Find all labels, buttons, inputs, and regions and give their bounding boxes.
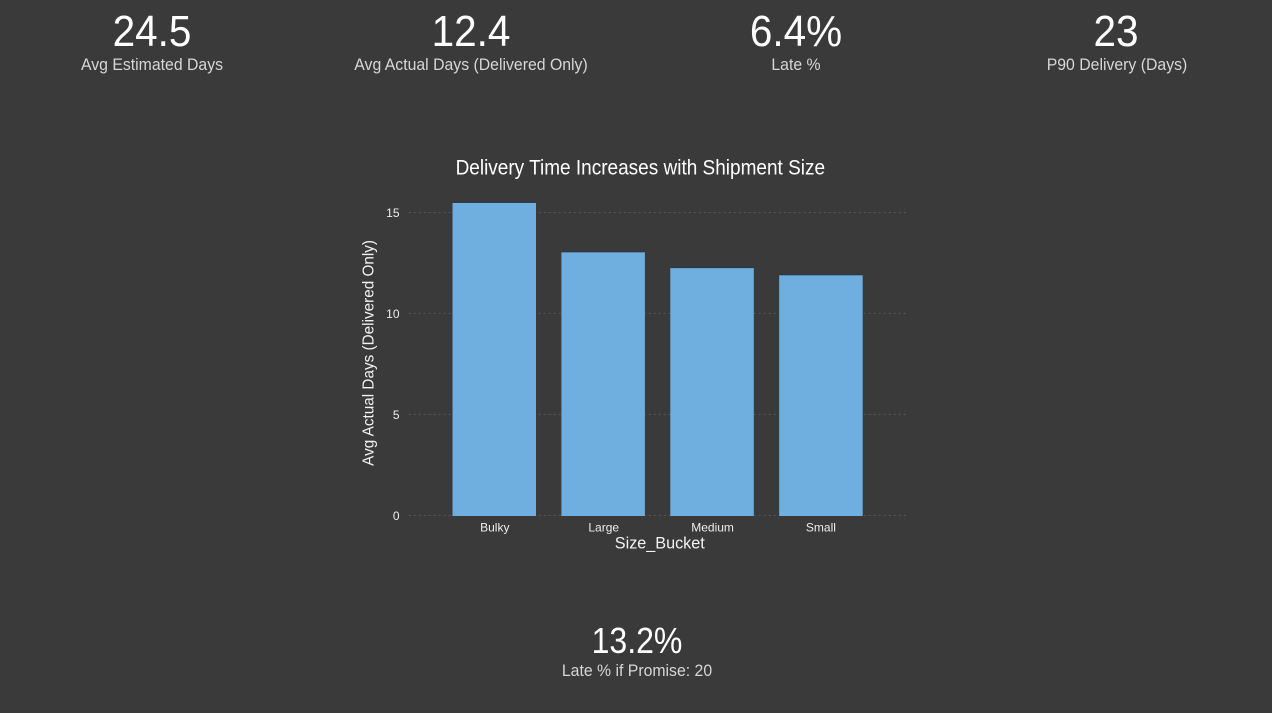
svg-text:5: 5 <box>393 408 400 422</box>
svg-text:Large: Large <box>588 520 619 534</box>
svg-text:15: 15 <box>386 206 400 220</box>
svg-text:Avg Actual Days (Delivered Onl: Avg Actual Days (Delivered Only) <box>360 240 377 466</box>
svg-text:0: 0 <box>393 509 400 523</box>
svg-text:Size_Bucket: Size_Bucket <box>615 534 705 552</box>
svg-text:Medium: Medium <box>691 520 734 534</box>
svg-text:Bulky: Bulky <box>480 520 509 534</box>
svg-text:Delivery Time Increases with S: Delivery Time Increases with Shipment Si… <box>456 157 825 180</box>
svg-text:Small: Small <box>806 520 836 534</box>
svg-text:10: 10 <box>386 307 400 321</box>
